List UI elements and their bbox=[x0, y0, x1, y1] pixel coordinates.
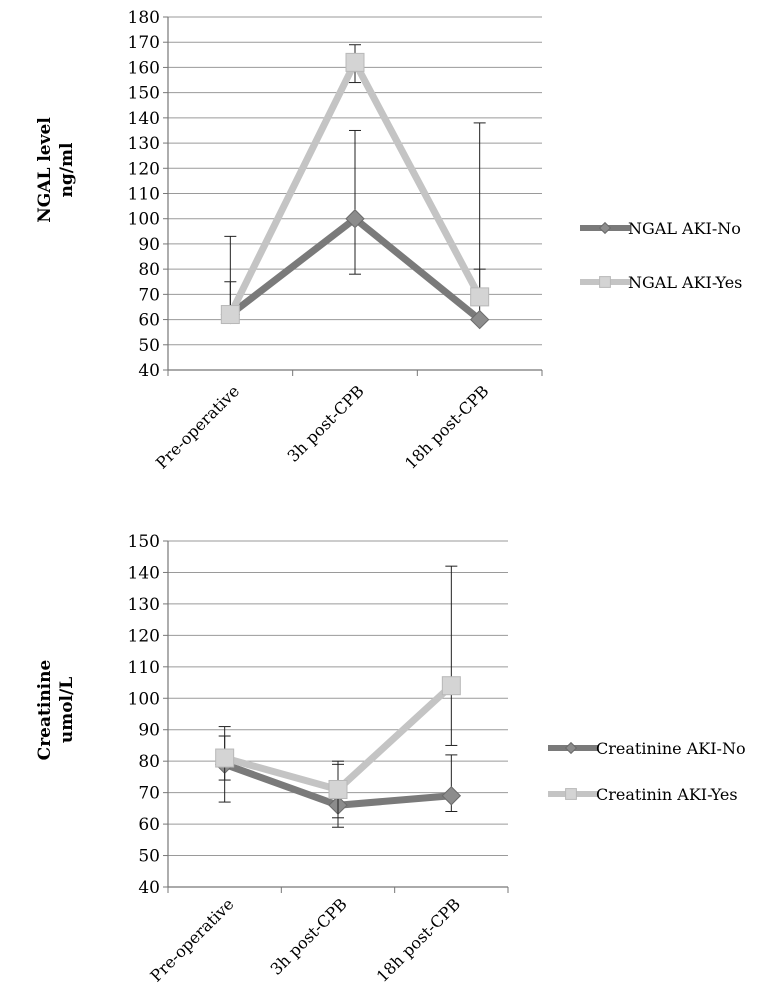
y-tick-label: 140 bbox=[128, 109, 160, 129]
y-tick-label: 120 bbox=[128, 626, 160, 646]
y-tick-label: 70 bbox=[138, 285, 160, 305]
data-point bbox=[470, 287, 490, 307]
category-label: 18h post-CPB bbox=[401, 381, 493, 473]
y-tick-label: 130 bbox=[128, 134, 160, 154]
y-tick-label: 130 bbox=[128, 595, 160, 615]
y-tick-label: 110 bbox=[128, 658, 160, 678]
y-tick-label: 60 bbox=[138, 815, 160, 835]
legend-marker bbox=[565, 788, 577, 800]
legend-marker bbox=[599, 276, 611, 288]
y-axis-label-line: NGAL level bbox=[35, 117, 55, 223]
category-label: Pre-operative bbox=[152, 381, 243, 472]
series-2: Creatinin AKI-Yes bbox=[215, 565, 738, 819]
category-label: 3h post-CPB bbox=[266, 894, 350, 978]
legend-label: Creatinin AKI-Yes bbox=[596, 785, 738, 804]
y-tick-label: 150 bbox=[128, 84, 160, 104]
y-tick-label: 170 bbox=[128, 33, 160, 53]
y-axis-label-line: Creatinine bbox=[35, 660, 55, 761]
data-point bbox=[345, 209, 365, 229]
legend-label: Creatinine AKI-No bbox=[596, 739, 746, 758]
legend-marker bbox=[598, 221, 612, 235]
y-tick-label: 120 bbox=[128, 159, 160, 179]
y-tick-label: 90 bbox=[138, 235, 160, 255]
series-1: Creatinine AKI-No bbox=[214, 735, 746, 828]
y-axis-label-line: ng/ml bbox=[57, 142, 77, 197]
y-tick-label: 100 bbox=[128, 210, 160, 230]
data-point bbox=[441, 676, 461, 696]
data-point bbox=[220, 305, 240, 325]
y-axis-label: Creatinine umol/L bbox=[35, 660, 77, 761]
y-axis-label-line: umol/L bbox=[57, 677, 77, 743]
y-tick-label: 140 bbox=[128, 563, 160, 583]
y-tick-label: 50 bbox=[138, 336, 160, 356]
legend-label: NGAL AKI-No bbox=[628, 219, 741, 238]
data-point bbox=[345, 52, 365, 72]
y-tick-label: 60 bbox=[138, 311, 160, 331]
y-tick-label: 70 bbox=[138, 784, 160, 804]
chart-1: 40 50 60 70 80 90 100 110 120 130 140 150 160 170 180 P… bbox=[35, 8, 742, 473]
y-axis-label: NGAL level ng/ml bbox=[35, 117, 77, 223]
data-point bbox=[441, 786, 462, 806]
data-point bbox=[328, 779, 348, 799]
y-tick-label: 160 bbox=[128, 58, 160, 78]
y-tick-label: 80 bbox=[138, 752, 160, 772]
y-tick-label: 110 bbox=[128, 185, 160, 205]
y-tick-label: 180 bbox=[128, 8, 160, 28]
legend-label: NGAL AKI-Yes bbox=[628, 273, 742, 292]
y-tick-label: 100 bbox=[128, 689, 160, 709]
y-tick-label: 40 bbox=[138, 361, 160, 381]
y-tick-label: 40 bbox=[138, 878, 160, 898]
y-tick-label: 90 bbox=[138, 721, 160, 741]
data-point bbox=[215, 748, 235, 768]
category-label: 3h post-CPB bbox=[283, 381, 367, 465]
category-label: 18h post-CPB bbox=[373, 894, 465, 986]
y-tick-label: 150 bbox=[128, 532, 160, 552]
category-label: Pre-operative bbox=[146, 894, 237, 985]
data-point bbox=[469, 309, 490, 330]
y-tick-label: 50 bbox=[138, 847, 160, 867]
legend-marker bbox=[564, 741, 578, 755]
y-tick-label: 80 bbox=[138, 260, 160, 280]
series-2: NGAL AKI-Yes bbox=[220, 44, 742, 325]
chart-2: 40 50 60 70 80 90 100 110 120 130 140 150 Pre-operat… bbox=[35, 532, 746, 986]
